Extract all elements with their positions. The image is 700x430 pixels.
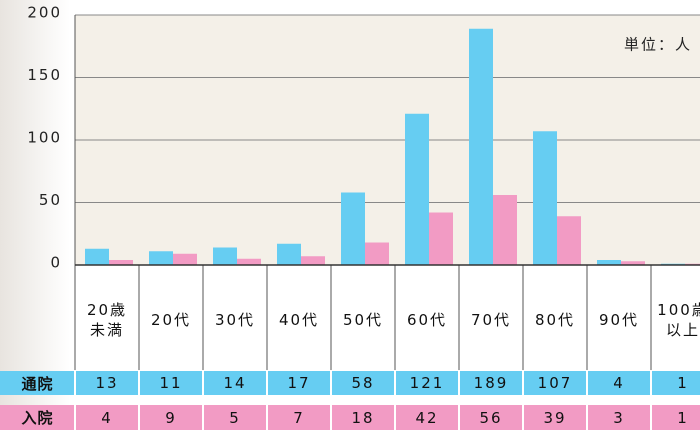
x-tick-label: 20代 (139, 270, 203, 370)
bar (557, 216, 581, 265)
x-tick-label: 20歳 未満 (75, 270, 139, 370)
table-value: 1 (651, 371, 700, 395)
row-header: 通院 (0, 371, 75, 395)
x-tick-label: 30代 (203, 270, 267, 370)
x-tick-label: 100歳 以上 (651, 270, 700, 370)
bar (301, 256, 325, 265)
x-tick-label: 90代 (587, 270, 651, 370)
bar (469, 29, 493, 265)
table-value: 189 (459, 371, 523, 395)
x-tick-label: 80代 (523, 270, 587, 370)
table-value: 4 (75, 405, 139, 430)
row-header: 入院 (0, 405, 75, 430)
table-value: 39 (523, 405, 587, 430)
y-tick-label: 0 (50, 254, 62, 272)
table-value: 107 (523, 371, 587, 395)
bar (533, 131, 557, 265)
table-value: 1 (651, 405, 700, 430)
bar (85, 249, 109, 265)
table-value: 56 (459, 405, 523, 430)
y-tick-label: 200 (27, 4, 62, 22)
unit-label: 単位：人 (624, 36, 692, 54)
table-value: 121 (395, 371, 459, 395)
bar (213, 248, 237, 266)
bar (365, 243, 389, 266)
bar (149, 251, 173, 265)
bar (173, 254, 197, 265)
bar (277, 244, 301, 265)
table-value: 18 (331, 405, 395, 430)
x-tick-label: 50代 (331, 270, 395, 370)
table-value: 3 (587, 405, 651, 430)
table-value: 13 (75, 371, 139, 395)
bar (405, 114, 429, 265)
bar (237, 259, 261, 265)
table-value: 14 (203, 371, 267, 395)
table-value: 17 (267, 371, 331, 395)
x-tick-label: 40代 (267, 270, 331, 370)
bar (341, 193, 365, 266)
x-tick-label: 70代 (459, 270, 523, 370)
table-value: 5 (203, 405, 267, 430)
y-tick-label: 50 (39, 191, 62, 209)
bar (429, 213, 453, 266)
y-tick-label: 150 (27, 66, 62, 84)
table-value: 7 (267, 405, 331, 430)
table-value: 58 (331, 371, 395, 395)
x-tick-label: 60代 (395, 270, 459, 370)
table-value: 4 (587, 371, 651, 395)
table-value: 11 (139, 371, 203, 395)
table-value: 9 (139, 405, 203, 430)
chart: 単位：人 050100150200 通院入院20歳 未満13420代11930代… (0, 0, 700, 430)
bar (493, 195, 517, 265)
y-tick-label: 100 (27, 129, 62, 147)
table-value: 42 (395, 405, 459, 430)
